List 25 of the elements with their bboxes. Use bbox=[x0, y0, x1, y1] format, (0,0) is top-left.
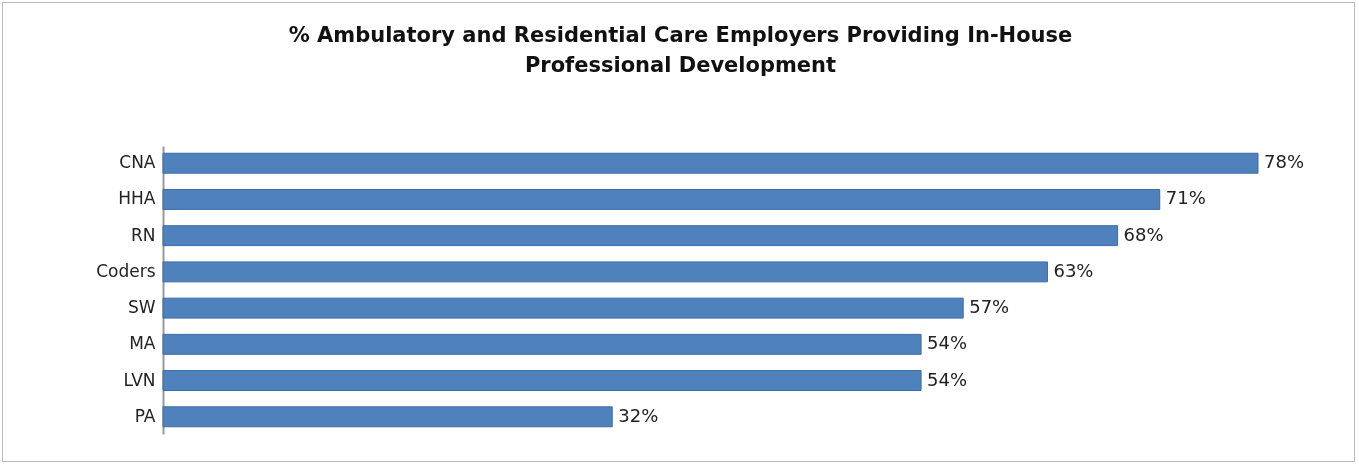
y-tick-label: HHA bbox=[118, 188, 156, 209]
y-tick-label: PA bbox=[134, 405, 156, 426]
data-label: 63% bbox=[1053, 259, 1094, 281]
data-label: 68% bbox=[1123, 223, 1164, 245]
data-label: 32% bbox=[618, 404, 659, 426]
y-tick-label: CNA bbox=[119, 152, 156, 173]
data-label: 54% bbox=[927, 368, 968, 390]
bar bbox=[162, 261, 1048, 283]
data-label: 71% bbox=[1165, 187, 1206, 209]
y-tick-label: SW bbox=[127, 297, 156, 318]
bar bbox=[162, 152, 1259, 174]
bar bbox=[162, 188, 1161, 210]
bar bbox=[162, 370, 922, 392]
y-tick-label: RN bbox=[130, 224, 156, 245]
data-label: 78% bbox=[1264, 151, 1305, 173]
y-tick-label: MA bbox=[129, 333, 156, 354]
y-tick-label: Coders bbox=[96, 260, 156, 281]
data-label: 54% bbox=[927, 332, 968, 354]
bar bbox=[162, 333, 922, 355]
data-label: 57% bbox=[969, 296, 1010, 318]
bar bbox=[162, 297, 964, 319]
y-tick-label: LVN bbox=[123, 369, 156, 390]
bar bbox=[162, 406, 613, 428]
bar bbox=[162, 225, 1119, 247]
chart-title: % Ambulatory and Residential Care Employers Providing In-House Professional Development bbox=[288, 23, 1073, 77]
